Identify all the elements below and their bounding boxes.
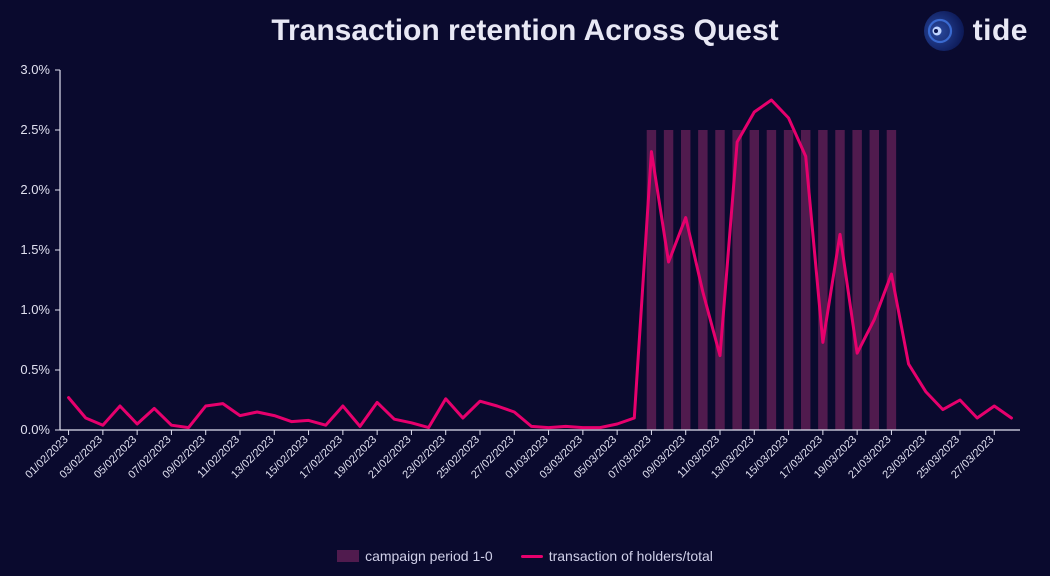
legend-item-campaign: campaign period 1-0: [337, 548, 493, 564]
legend-item-transaction: transaction of holders/total: [521, 548, 713, 564]
campaign-bar: [767, 130, 776, 430]
campaign-bar: [818, 130, 827, 430]
campaign-bar: [681, 130, 690, 430]
y-tick-label: 1.0%: [20, 302, 50, 317]
y-tick-label: 2.0%: [20, 182, 50, 197]
campaign-bar: [852, 130, 861, 430]
y-tick-label: 0.0%: [20, 422, 50, 437]
brand-name: tide: [973, 14, 1028, 48]
y-tick-label: 3.0%: [20, 62, 50, 77]
campaign-bar: [715, 130, 724, 430]
legend-label-campaign: campaign period 1-0: [365, 548, 493, 564]
y-tick-label: 2.5%: [20, 122, 50, 137]
campaign-bar: [750, 130, 759, 430]
retention-chart: 0.0%0.5%1.0%1.5%2.0%2.5%3.0%01/02/202303…: [60, 70, 1020, 430]
brand-logo: tide: [923, 10, 1028, 52]
legend-label-transaction: transaction of holders/total: [549, 548, 713, 564]
legend-swatch-bar: [337, 550, 359, 562]
y-tick-label: 0.5%: [20, 362, 50, 377]
legend-swatch-line: [521, 555, 543, 558]
campaign-bar: [801, 130, 810, 430]
campaign-bar: [870, 130, 879, 430]
y-tick-label: 1.5%: [20, 242, 50, 257]
campaign-bar: [664, 130, 673, 430]
campaign-bar: [835, 130, 844, 430]
campaign-bar: [784, 130, 793, 430]
tide-icon: [923, 10, 965, 52]
chart-legend: campaign period 1-0 transaction of holde…: [0, 548, 1050, 564]
chart-title: Transaction retention Across Quest: [0, 14, 1050, 48]
